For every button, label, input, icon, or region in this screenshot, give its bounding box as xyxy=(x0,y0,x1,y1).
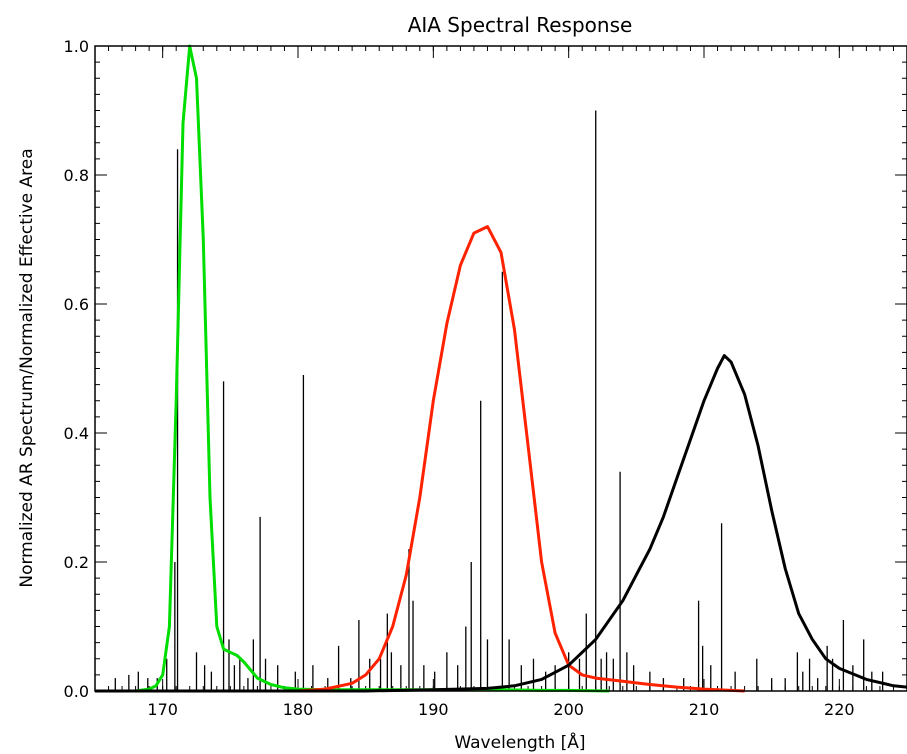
y-tick-label: 0.4 xyxy=(64,424,89,443)
x-tick-label: 190 xyxy=(418,700,449,719)
x-tick-label: 210 xyxy=(689,700,720,719)
response-curve-1 xyxy=(95,44,610,693)
y-axis-label: Normalized AR Spectrum/Normalized Effect… xyxy=(17,148,37,587)
plot-area xyxy=(94,44,907,693)
chart-title: AIA Spectral Response xyxy=(408,13,633,37)
x-tick-label: 200 xyxy=(553,700,584,719)
x-tick-label: 220 xyxy=(824,700,855,719)
x-tick-label: 180 xyxy=(283,700,314,719)
y-tick-label: 0.2 xyxy=(64,553,89,572)
response-curve-2 xyxy=(95,225,745,693)
plot-frame xyxy=(94,45,907,692)
response-curve-3 xyxy=(95,354,907,693)
x-tick-label: 170 xyxy=(147,700,178,719)
y-tick-label: 1.0 xyxy=(64,37,89,56)
y-tick-label: 0.0 xyxy=(64,682,89,701)
y-tick-label: 0.8 xyxy=(64,166,89,185)
x-axis-label: Wavelength [Å] xyxy=(454,731,585,753)
y-tick-label: 0.6 xyxy=(64,295,89,314)
